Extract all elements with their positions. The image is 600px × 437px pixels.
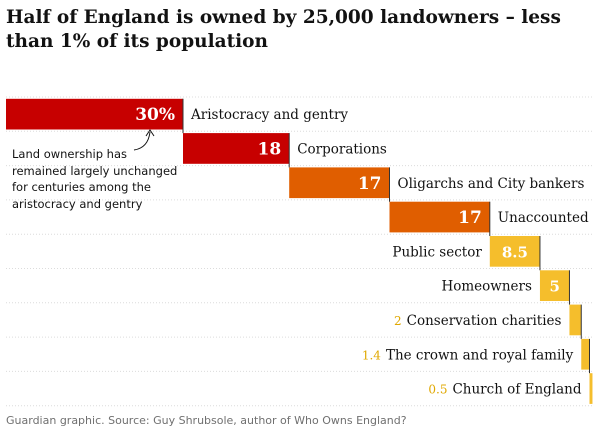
value-label-7: 1.4	[362, 348, 381, 362]
category-label-5: Homeowners	[441, 279, 532, 295]
annotation-text: Land ownership has remained largely unch…	[12, 147, 178, 211]
value-label-6: 2	[394, 314, 402, 328]
source-note: Guardian graphic. Source: Guy Shrubsole,…	[6, 414, 407, 427]
annotation-arrow	[133, 131, 151, 151]
bar-6	[569, 304, 582, 336]
bar-3	[389, 201, 490, 233]
bar-7	[581, 338, 590, 370]
chart-title: Half of England is owned by 25,000 lando…	[6, 7, 561, 52]
bar-4	[489, 236, 540, 267]
bar-1	[183, 133, 290, 164]
value-label-2: 17	[358, 174, 382, 194]
category-label-6: Conservation charities	[407, 313, 562, 329]
category-label-3: Unaccounted	[498, 210, 589, 226]
value-label-1: 18	[258, 139, 282, 159]
category-label-0: Aristocracy and gentry	[190, 107, 348, 123]
category-label-7: The crown and royal family	[386, 347, 574, 363]
value-label-3: 17	[458, 208, 482, 228]
category-label-1: Corporations	[297, 141, 387, 157]
category-label-4: Public sector	[392, 244, 482, 260]
value-label-4: 8.5	[502, 243, 528, 261]
bar-5	[539, 270, 570, 301]
bar-0	[6, 98, 183, 130]
category-label-2: Oligarchs and City bankers	[398, 176, 585, 192]
value-label-0: 30%	[135, 105, 175, 125]
bar-8	[589, 373, 593, 404]
value-label-8: 0.5	[428, 383, 447, 397]
bar-2	[289, 167, 390, 199]
category-label-8: Church of England	[452, 382, 581, 398]
annotation-arrowhead	[145, 129, 155, 137]
value-label-5: 5	[549, 278, 559, 296]
